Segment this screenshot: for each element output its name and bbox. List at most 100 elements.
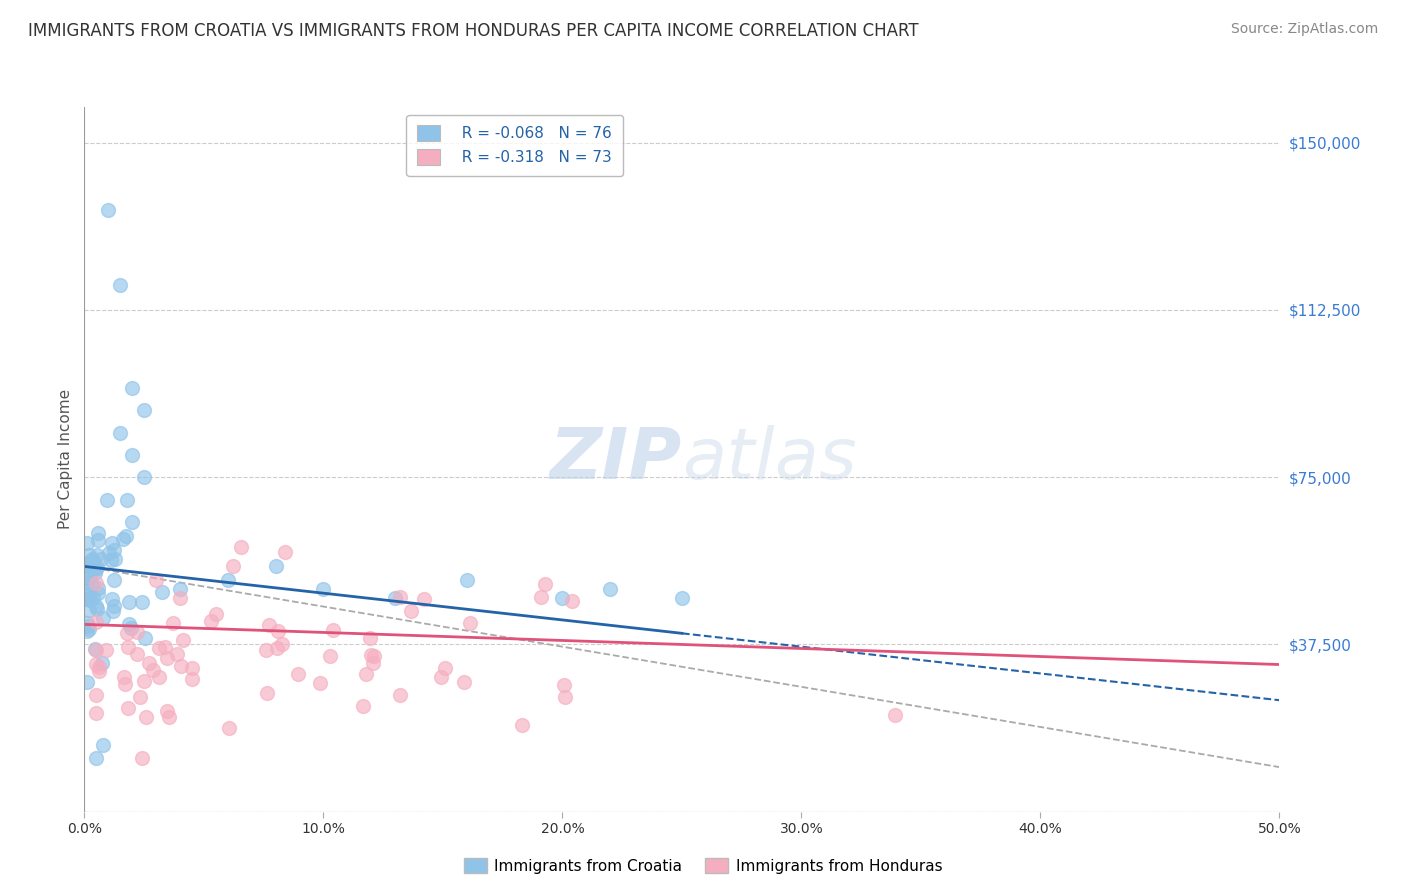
Point — [101, 591, 124, 606]
Point — [86, 643, 108, 657]
Point — [413, 592, 436, 607]
Point — [86, 576, 108, 591]
Point — [145, 573, 167, 587]
Point — [399, 604, 422, 618]
Legend: Immigrants from Croatia, Immigrants from Honduras: Immigrants from Croatia, Immigrants from… — [457, 852, 949, 880]
Point — [76, 586, 98, 600]
Point — [134, 632, 156, 646]
Point — [104, 552, 127, 566]
Point — [90, 657, 112, 671]
Point — [115, 626, 138, 640]
Point — [389, 590, 412, 604]
Point — [287, 667, 309, 681]
Point — [86, 751, 108, 765]
Point — [359, 632, 381, 646]
Point — [162, 615, 184, 630]
Point — [77, 558, 100, 573]
Point — [363, 648, 385, 663]
Point — [132, 673, 155, 688]
Point — [86, 615, 108, 629]
Point — [77, 571, 100, 585]
Text: IMMIGRANTS FROM CROATIA VS IMMIGRANTS FROM HONDURAS PER CAPITA INCOME CORRELATIO: IMMIGRANTS FROM CROATIA VS IMMIGRANTS FR… — [28, 22, 918, 40]
Point — [172, 633, 194, 648]
Point — [127, 625, 149, 640]
Point — [360, 648, 382, 662]
Point — [103, 543, 125, 558]
Point — [599, 582, 621, 596]
Point — [97, 546, 120, 560]
Point — [148, 670, 170, 684]
Point — [157, 709, 180, 723]
Point — [152, 585, 174, 599]
Point — [312, 582, 335, 596]
Point — [138, 656, 160, 670]
Point — [169, 582, 191, 596]
Point — [101, 535, 124, 549]
Point — [79, 568, 101, 582]
Point — [510, 718, 533, 732]
Point — [180, 661, 202, 675]
Point — [110, 278, 132, 293]
Point — [132, 403, 156, 417]
Point — [204, 607, 226, 622]
Point — [453, 674, 475, 689]
Point — [156, 651, 179, 665]
Point — [86, 548, 108, 562]
Point — [135, 710, 157, 724]
Point — [121, 448, 143, 462]
Point — [96, 492, 118, 507]
Point — [101, 603, 124, 617]
Point — [257, 617, 280, 632]
Point — [129, 690, 152, 704]
Point — [114, 529, 136, 543]
Point — [87, 586, 110, 600]
Point — [96, 643, 118, 657]
Point — [76, 616, 98, 631]
Point — [86, 559, 108, 574]
Point — [551, 591, 574, 605]
Point — [430, 670, 453, 684]
Point — [82, 552, 104, 566]
Point — [84, 562, 107, 576]
Text: atlas: atlas — [682, 425, 856, 494]
Point — [529, 591, 551, 605]
Point — [117, 640, 139, 654]
Point — [86, 602, 108, 616]
Point — [77, 603, 100, 617]
Point — [76, 558, 98, 573]
Point — [384, 591, 406, 605]
Point — [156, 704, 179, 718]
Point — [554, 690, 576, 704]
Point — [103, 599, 125, 613]
Point — [86, 657, 108, 671]
Point — [561, 594, 583, 608]
Point — [84, 599, 107, 614]
Point — [76, 591, 98, 606]
Point — [458, 616, 481, 631]
Point — [114, 677, 136, 691]
Point — [121, 515, 143, 529]
Point — [148, 640, 170, 655]
Point — [76, 575, 98, 590]
Point — [87, 533, 110, 547]
Point — [76, 675, 98, 690]
Point — [86, 689, 108, 703]
Point — [117, 492, 139, 507]
Point — [117, 595, 139, 609]
Point — [388, 688, 411, 702]
Point — [83, 566, 105, 581]
Point — [264, 559, 287, 574]
Point — [155, 640, 177, 654]
Point — [100, 553, 122, 567]
Point — [270, 637, 292, 651]
Point — [76, 590, 98, 604]
Point — [553, 678, 575, 692]
Text: ZIP: ZIP — [550, 425, 682, 494]
Point — [91, 611, 114, 625]
Point — [82, 554, 104, 568]
Point — [82, 591, 104, 605]
Point — [254, 643, 277, 657]
Point — [86, 706, 108, 720]
Point — [180, 672, 202, 686]
Point — [132, 470, 156, 484]
